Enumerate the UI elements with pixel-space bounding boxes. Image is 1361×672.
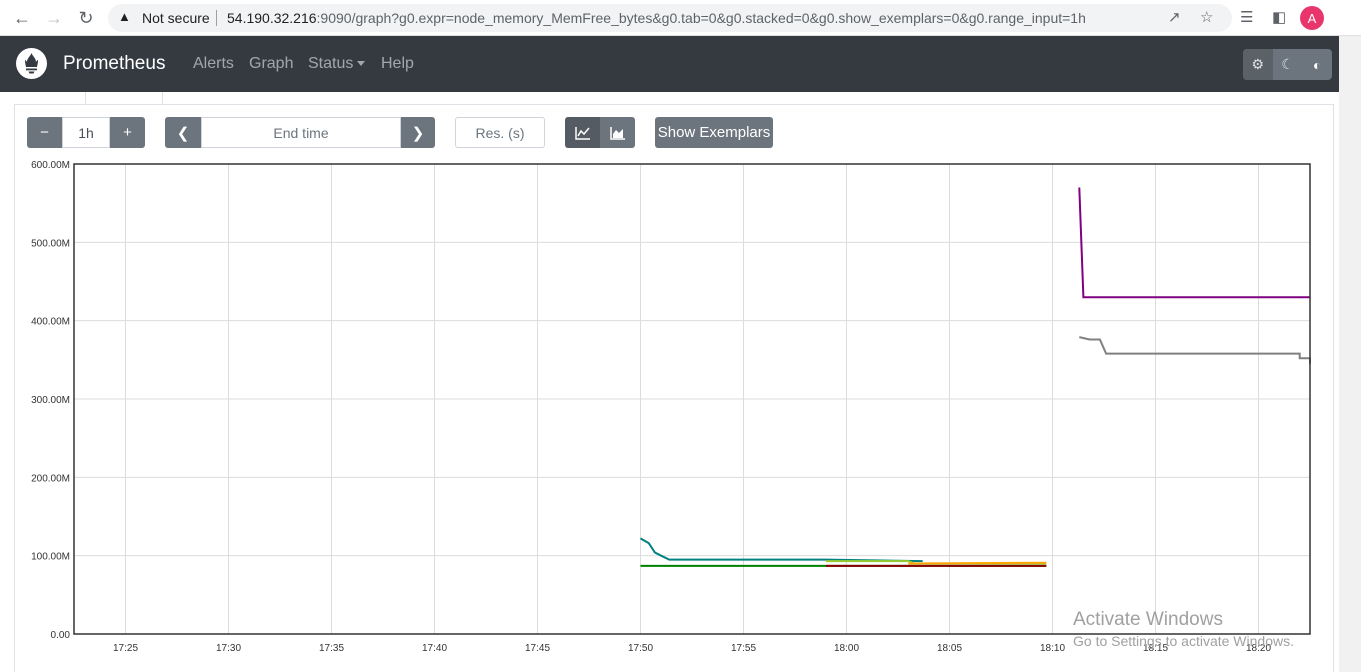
nav-status-label: Status <box>308 55 354 72</box>
range-decrease-button[interactable]: − <box>27 117 62 148</box>
x-tick-label: 17:25 <box>113 643 138 654</box>
side-panel-icon[interactable]: ◧ <box>1272 9 1287 26</box>
y-tick-label: 100.00M <box>31 552 70 563</box>
x-tick-label: 17:35 <box>319 643 344 654</box>
x-tick-label: 17:50 <box>628 643 653 654</box>
brand-title[interactable]: Prometheus <box>63 53 166 74</box>
y-tick-label: 400.00M <box>31 317 70 328</box>
profile-avatar[interactable]: A <box>1300 6 1324 30</box>
line-chart-icon[interactable] <box>565 117 600 148</box>
nav-alerts[interactable]: Alerts <box>193 55 234 72</box>
x-tick-label: 18:10 <box>1040 643 1065 654</box>
omnibox-divider <box>216 10 217 26</box>
x-tick-label: 18:15 <box>1143 643 1168 654</box>
security-label[interactable]: Not secure <box>142 10 210 26</box>
x-tick-label: 17:55 <box>731 643 756 654</box>
y-tick-label: 200.00M <box>31 473 70 484</box>
activate-windows-watermark: Activate Windows Go to Settings to activ… <box>1073 609 1294 649</box>
x-tick-label: 18:20 <box>1246 643 1271 654</box>
x-tick-label: 17:30 <box>216 643 241 654</box>
nav-help[interactable]: Help <box>381 55 414 72</box>
series-line-1[interactable] <box>1079 336 1311 364</box>
area-chart-icon[interactable] <box>600 117 635 148</box>
range-input[interactable]: 1h <box>62 117 110 148</box>
y-tick-label: 0.00 <box>51 630 71 641</box>
url-path: :9090/graph?g0.expr=node_memory_MemFree_… <box>316 10 1086 26</box>
url-host: 54.190.32.216 <box>227 10 317 26</box>
forward-arrow-icon[interactable]: → <box>45 7 63 28</box>
address-bar[interactable]: ▲ Not secure 54.190.32.216:9090/graph?g0… <box>108 4 1232 32</box>
y-tick-label: 300.00M <box>31 395 70 406</box>
graph-panel <box>14 104 1334 672</box>
show-exemplars-button[interactable]: Show Exemplars <box>655 117 773 148</box>
star-icon[interactable]: ☆ <box>1200 9 1214 26</box>
nav-status[interactable]: Status <box>308 55 366 73</box>
caret-down-icon <box>357 61 366 67</box>
url-text[interactable]: 54.190.32.216:9090/graph?g0.expr=node_me… <box>227 10 1086 26</box>
watermark-subtitle: Go to Settings to activate Windows. <box>1073 633 1294 649</box>
y-tick-label: 600.00M <box>31 160 70 171</box>
range-increase-button[interactable]: + <box>110 117 145 148</box>
reading-list-icon[interactable]: ☰ <box>1240 9 1254 26</box>
nav-graph[interactable]: Graph <box>249 55 294 72</box>
flame-icon <box>25 53 38 74</box>
series-line-0[interactable] <box>1078 187 1310 299</box>
series-line-2[interactable] <box>640 537 923 563</box>
browser-toolbar: ← → ↻ ▲ Not secure 54.190.32.216:9090/gr… <box>0 0 1361 36</box>
theme-toggle-group: ⚙ ☾ ◐ <box>1243 49 1332 80</box>
series-line-5[interactable] <box>908 561 1047 565</box>
y-tick-label: 500.00M <box>31 238 70 249</box>
moon-icon[interactable]: ☾ <box>1281 56 1294 72</box>
watermark-title: Activate Windows <box>1073 609 1223 630</box>
x-tick-label: 17:45 <box>525 643 550 654</box>
end-time-input[interactable]: End time <box>201 117 401 148</box>
prometheus-logo[interactable] <box>16 48 47 79</box>
x-tick-label: 18:05 <box>937 643 962 654</box>
gear-icon[interactable]: ⚙ <box>1243 49 1273 80</box>
chevron-right-icon[interactable]: ❯ <box>401 117 435 148</box>
page-scrollbar[interactable] <box>1339 36 1361 672</box>
chevron-left-icon[interactable]: ❮ <box>165 117 201 148</box>
contrast-icon[interactable]: ◐ <box>1312 56 1322 73</box>
plot-frame <box>73 163 1311 635</box>
back-arrow-icon[interactable]: ← <box>13 7 31 28</box>
share-icon[interactable]: ↗ <box>1168 9 1181 26</box>
warning-icon[interactable]: ▲ <box>118 9 131 24</box>
graph-tab-edge[interactable] <box>85 92 163 104</box>
x-tick-label: 18:00 <box>834 643 859 654</box>
prometheus-navbar: Prometheus Alerts Graph Status Help ⚙ ☾ … <box>0 36 1339 92</box>
reload-icon[interactable]: ↻ <box>78 7 94 28</box>
resolution-input[interactable]: Res. (s) <box>455 117 545 148</box>
x-tick-label: 17:40 <box>422 643 447 654</box>
